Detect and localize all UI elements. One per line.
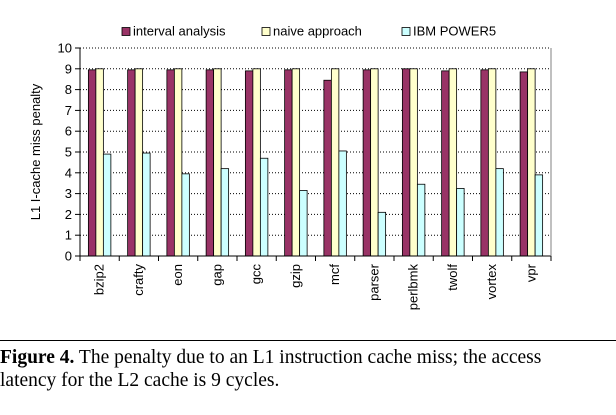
bar-interval-analysis-gzip [284, 69, 293, 257]
caption-divider [0, 340, 616, 341]
bar-naive-approach-mcf [330, 68, 340, 257]
bar-interval-analysis-bzip2 [87, 69, 97, 257]
caption-label: Figure 4. [0, 347, 75, 368]
y-tick-label: 5 [65, 145, 72, 160]
chart: 0 1 2 3 4 5 6 7 8 9 10 bzip2 crafty eon gap gcc gzip mcf… [28, 24, 552, 310]
bar-ibm-power5-twolf [456, 187, 465, 257]
caption-text: The penalty due to an L1 instruction cac… [0, 347, 542, 391]
y-tick-label: 7 [65, 103, 72, 118]
bar-naive-approach-gzip [291, 68, 301, 257]
y-tick-label: 0 [65, 249, 72, 264]
bar-ibm-power5-eon [181, 173, 190, 257]
category-label: gcc [249, 264, 264, 285]
bar-ibm-power5-gcc [259, 157, 269, 257]
bar-ibm-power5-mcf [338, 150, 347, 257]
bar-ibm-power5-gap [220, 168, 230, 257]
axes [75, 47, 552, 261]
bar-naive-approach-gap [213, 68, 222, 257]
bar-ibm-power5-bzip2 [102, 153, 112, 257]
bar-interval-analysis-mcf [323, 79, 332, 257]
category-label: parser [366, 263, 381, 301]
y-tick-label: 1 [65, 228, 72, 243]
legend-swatch [121, 27, 131, 36]
bar-interval-analysis-crafty [127, 69, 136, 257]
category-label: crafty [131, 264, 146, 296]
category-label: mcf [327, 264, 342, 285]
bar-naive-approach-vpr [527, 68, 536, 257]
bar-chart: 0 1 2 3 4 5 6 7 8 9 10 bzip2 crafty eon gap gcc gzip mcf… [28, 24, 552, 310]
bar-ibm-power5-perlbmk [416, 183, 426, 257]
legend-swatch [261, 27, 271, 36]
gridlines [80, 47, 551, 236]
bar-ibm-power5-gzip [299, 190, 308, 257]
category-label: vpr [523, 263, 538, 282]
y-tick-labels: 0 1 2 3 4 5 6 7 8 9 10 [58, 41, 72, 264]
legend-label: naive approach [273, 24, 362, 39]
bar-naive-approach-gcc [252, 68, 261, 257]
bar-interval-analysis-vortex [480, 69, 489, 257]
category-labels: bzip2 crafty eon gap gcc gzip mcf parser perlbmk… [92, 263, 539, 310]
category-label: bzip2 [92, 264, 107, 295]
figure-caption: Figure 4. The penalty due to an L1 instr… [0, 346, 600, 392]
y-tick-label: 4 [65, 165, 72, 180]
legend-label: interval analysis [133, 24, 226, 39]
y-axis-title: L1 I-cache miss penalty [28, 83, 43, 220]
y-tick-label: 9 [65, 61, 72, 76]
legend-swatch [401, 27, 411, 36]
bar-interval-analysis-twolf [441, 70, 450, 257]
category-label: perlbmk [406, 264, 421, 311]
bar-interval-analysis-vpr [519, 71, 529, 257]
category-label: vortex [484, 264, 499, 300]
bar-interval-analysis-gap [205, 69, 215, 257]
bar-ibm-power5-crafty [142, 152, 151, 257]
y-tick-label: 2 [65, 207, 72, 222]
bar-naive-approach-crafty [134, 68, 144, 257]
bar-naive-approach-vortex [487, 68, 497, 257]
legend: interval analysis naive approach IBM POWER… [121, 24, 496, 39]
category-label: gzip [288, 264, 303, 288]
y-tick-label: 3 [65, 186, 72, 201]
bars [87, 68, 544, 257]
bar-interval-analysis-eon [166, 69, 175, 257]
bar-interval-analysis-perlbmk [401, 68, 411, 257]
bar-ibm-power5-vpr [534, 174, 544, 257]
y-tick-label: 10 [58, 41, 72, 56]
bar-naive-approach-perlbmk [409, 68, 418, 257]
bar-ibm-power5-vortex [495, 168, 504, 257]
bar-naive-approach-parser [370, 68, 379, 257]
bar-interval-analysis-parser [362, 69, 372, 257]
bar-ibm-power5-parser [377, 211, 387, 257]
bar-naive-approach-bzip2 [95, 68, 104, 257]
bar-naive-approach-twolf [448, 68, 458, 257]
category-label: twolf [445, 264, 460, 291]
bar-naive-approach-eon [173, 68, 183, 257]
legend-label: IBM POWER5 [413, 24, 496, 39]
category-label: eon [170, 264, 185, 286]
y-tick-label: 8 [65, 82, 72, 97]
category-label: gap [209, 264, 224, 286]
y-tick-label: 6 [65, 124, 72, 139]
bar-interval-analysis-gcc [244, 70, 254, 257]
